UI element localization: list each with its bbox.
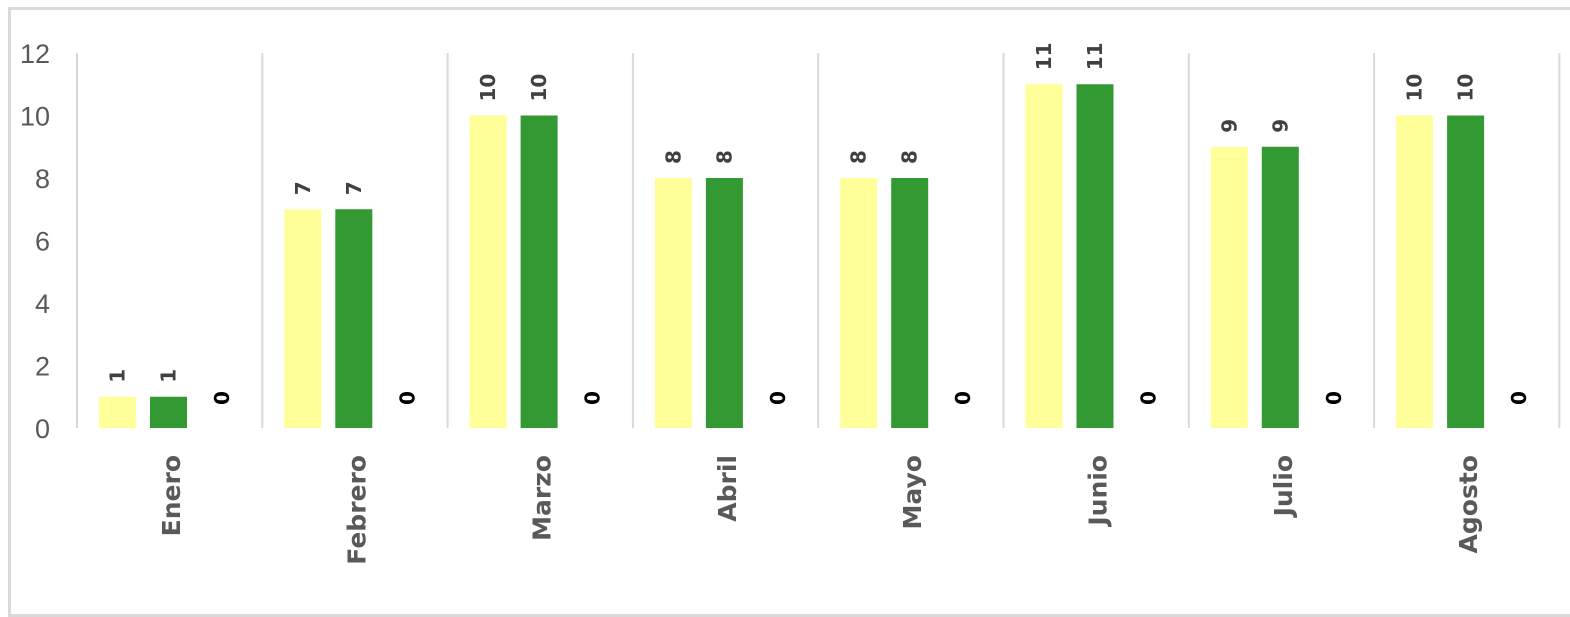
bar: [520, 115, 558, 428]
y-tick-label: 4: [35, 289, 50, 319]
data-label: 9: [1268, 119, 1292, 133]
data-label: 11: [1032, 42, 1056, 70]
category-label: Julio: [1269, 455, 1298, 518]
bar: [284, 209, 322, 428]
data-label: 9: [1217, 119, 1241, 133]
data-label: 0: [766, 391, 790, 405]
y-tick-label: 6: [35, 227, 50, 257]
data-label: 1: [106, 369, 130, 383]
category-label: Febrero: [342, 455, 371, 565]
data-label: 0: [1322, 391, 1346, 405]
category-label: Agosto: [1454, 455, 1483, 553]
y-tick-label: 12: [20, 39, 50, 69]
data-label: 8: [712, 150, 736, 164]
category-label: Abril: [713, 455, 742, 522]
bar: [1210, 146, 1248, 428]
bar: [1396, 115, 1434, 428]
bar: [1025, 84, 1063, 428]
bar: [1261, 146, 1299, 428]
category-label: Enero: [157, 455, 186, 536]
bar: [840, 178, 878, 428]
data-label: 0: [1507, 391, 1531, 405]
bar: [705, 178, 743, 428]
data-label: 7: [342, 181, 366, 195]
data-label: 8: [661, 150, 685, 164]
data-label: 0: [951, 391, 975, 405]
category-label: Mayo: [898, 455, 927, 529]
y-tick-label: 8: [35, 164, 50, 194]
category-label: Junio: [1084, 455, 1113, 528]
data-label: 0: [395, 391, 419, 405]
data-label: 10: [1403, 74, 1427, 102]
bar: [654, 178, 692, 428]
bar: [150, 396, 187, 428]
y-tick-label: 10: [20, 102, 50, 132]
bar: [1447, 115, 1485, 428]
data-label: 7: [291, 181, 315, 195]
data-label: 1: [157, 369, 181, 383]
data-label: 0: [1137, 391, 1161, 405]
y-tick-label: 2: [35, 352, 50, 382]
data-label: 10: [476, 74, 500, 102]
bar: [891, 178, 929, 428]
data-label: 8: [898, 150, 922, 164]
data-label: 10: [527, 74, 551, 102]
bar: [469, 115, 507, 428]
bar: [335, 209, 373, 428]
data-label: 10: [1454, 74, 1478, 102]
data-label: 0: [581, 391, 605, 405]
data-label: 11: [1083, 42, 1107, 70]
bar: [1076, 84, 1114, 428]
bar: [99, 396, 136, 428]
data-label: 8: [847, 150, 871, 164]
category-label: Marzo: [528, 455, 557, 541]
data-label: 0: [210, 391, 234, 405]
chart-frame: [8, 7, 1570, 617]
y-tick-label: 0: [35, 414, 50, 444]
